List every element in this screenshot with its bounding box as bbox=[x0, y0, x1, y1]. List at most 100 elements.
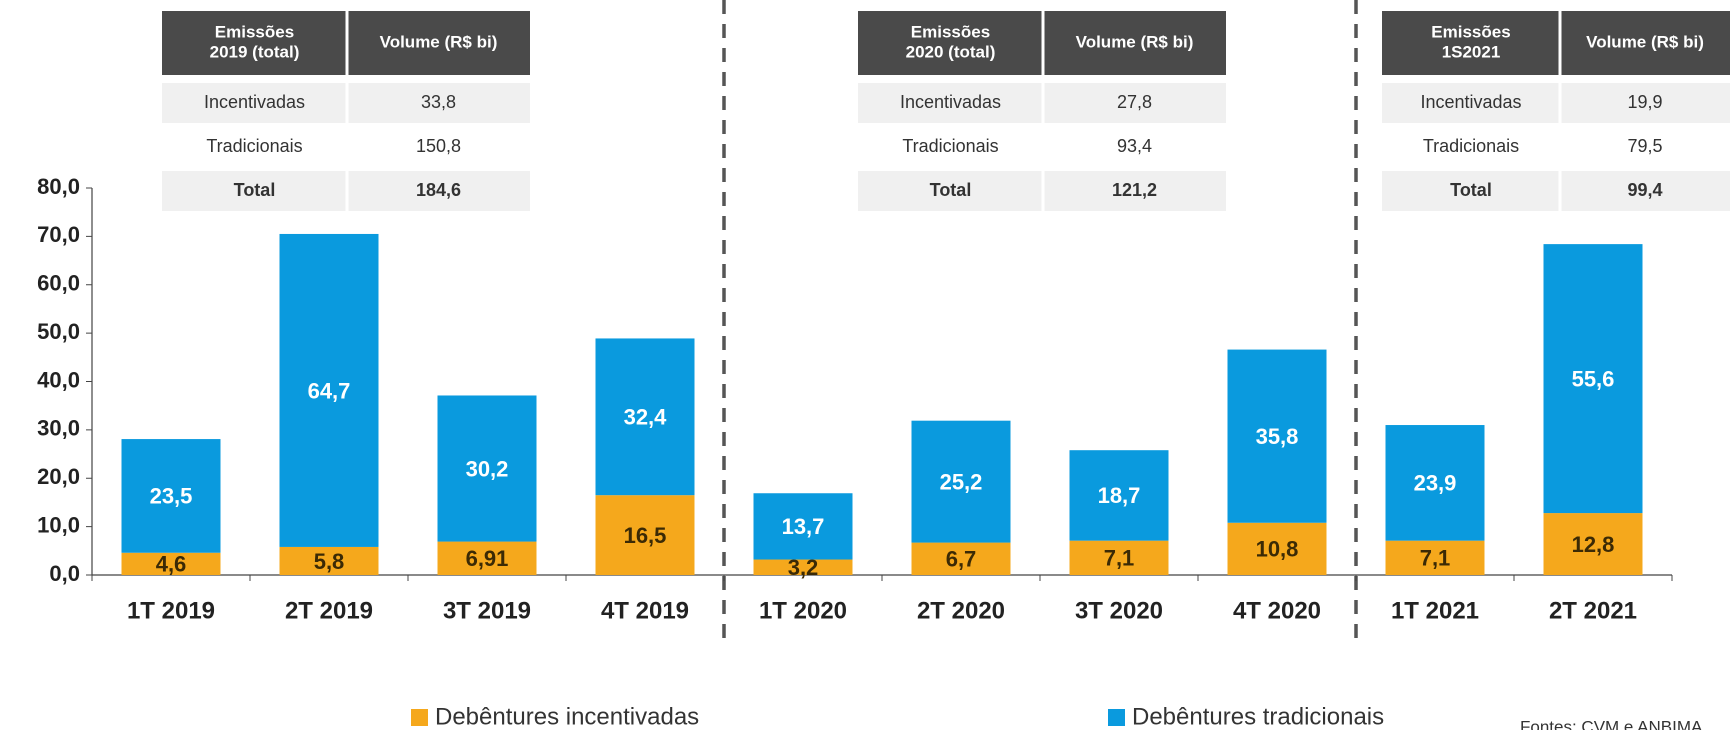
table-header-text: 2020 (total) bbox=[906, 42, 996, 61]
table-cell bbox=[162, 171, 346, 211]
bar-segment bbox=[1227, 349, 1327, 523]
y-tick-label: 20,0 bbox=[37, 464, 80, 489]
table-cell-text: Tradicionais bbox=[902, 136, 998, 156]
table-cell bbox=[858, 171, 1042, 211]
y-tick-label: 40,0 bbox=[37, 367, 80, 392]
data-label: 16,5 bbox=[624, 523, 667, 548]
data-label: 64,7 bbox=[308, 378, 351, 403]
table-cell bbox=[1044, 171, 1226, 211]
y-tick-label: 80,0 bbox=[37, 174, 80, 199]
data-label: 7,1 bbox=[1104, 546, 1135, 571]
bar-segment bbox=[1543, 513, 1643, 575]
legend-label: Debêntures tradicionais bbox=[1132, 703, 1384, 730]
source: Fontes: CVM e ANBIMA bbox=[1520, 717, 1703, 730]
table-cell-text: 79,5 bbox=[1627, 136, 1662, 156]
x-tick-label: 3T 2019 bbox=[443, 597, 531, 624]
data-label: 25,2 bbox=[940, 469, 983, 494]
bar-segment bbox=[1069, 450, 1169, 541]
x-tick-label: 2T 2020 bbox=[917, 597, 1005, 624]
bar-segment bbox=[279, 546, 379, 575]
x-tick-label: 1T 2021 bbox=[1391, 597, 1479, 624]
table-cell-text: 33,8 bbox=[421, 92, 456, 112]
y-tick-label: 70,0 bbox=[37, 222, 80, 247]
table-header-cell bbox=[1044, 11, 1226, 75]
legend-swatch bbox=[411, 709, 428, 726]
y-tick-label: 30,0 bbox=[37, 416, 80, 441]
table-cell-text: 19,9 bbox=[1627, 92, 1662, 112]
table-header-cell bbox=[858, 11, 1042, 75]
legend-label: Debêntures incentivadas bbox=[435, 703, 699, 730]
table-cell bbox=[1044, 83, 1226, 123]
table-header-cell bbox=[1382, 11, 1559, 75]
table-cell bbox=[858, 83, 1042, 123]
data-label: 6,91 bbox=[466, 546, 509, 571]
data-label: 30,2 bbox=[466, 456, 509, 481]
y-tick-label: 60,0 bbox=[37, 271, 80, 296]
table-cell bbox=[1382, 83, 1559, 123]
data-label: 10,8 bbox=[1256, 537, 1299, 562]
bar-segment bbox=[753, 493, 853, 560]
table-cell-text: 184,6 bbox=[416, 180, 461, 200]
legend-swatch bbox=[1108, 709, 1125, 726]
table-header-text: Volume (R$ bi) bbox=[1076, 32, 1194, 51]
table-header-text: Emissões bbox=[215, 22, 294, 41]
y-tick-label: 0,0 bbox=[49, 561, 80, 586]
x-tick-label: 4T 2019 bbox=[601, 597, 689, 624]
bar-segment bbox=[911, 420, 1011, 543]
table-cell bbox=[348, 171, 530, 211]
data-label: 55,6 bbox=[1572, 366, 1615, 391]
bar-segment bbox=[753, 559, 853, 575]
data-label: 13,7 bbox=[782, 514, 825, 539]
data-label: 12,8 bbox=[1572, 532, 1615, 557]
x-tick-label: 4T 2020 bbox=[1233, 597, 1321, 624]
y-tick-label: 10,0 bbox=[37, 512, 80, 537]
bar-segment bbox=[1069, 540, 1169, 575]
table-cell-text: Incentivadas bbox=[900, 92, 1001, 112]
table-header-text: Emissões bbox=[911, 22, 990, 41]
data-label: 32,4 bbox=[624, 405, 668, 430]
table-cell-text: 27,8 bbox=[1117, 92, 1152, 112]
x-tick-label: 2T 2019 bbox=[285, 597, 373, 624]
data-label: 7,1 bbox=[1420, 546, 1451, 571]
data-label: 6,7 bbox=[946, 547, 977, 572]
table-header-cell bbox=[1561, 11, 1730, 75]
data-label: 35,8 bbox=[1256, 424, 1299, 449]
bar-segment bbox=[437, 541, 537, 575]
table-cell-text: Total bbox=[930, 180, 972, 200]
bar-segment bbox=[595, 338, 695, 496]
x-tick-label: 2T 2021 bbox=[1549, 597, 1637, 624]
table-cell-text: Tradicionais bbox=[1423, 136, 1519, 156]
table-cell bbox=[1561, 83, 1730, 123]
data-label: 18,7 bbox=[1098, 483, 1141, 508]
table-header-text: Volume (R$ bi) bbox=[380, 32, 498, 51]
table-cell-text: Total bbox=[234, 180, 276, 200]
table-cell-text: 93,4 bbox=[1117, 136, 1152, 156]
table-cell-text: Incentivadas bbox=[204, 92, 305, 112]
table-header-text: 1S2021 bbox=[1442, 42, 1501, 61]
data-label: 4,6 bbox=[156, 552, 187, 577]
bar-segment bbox=[1385, 540, 1485, 575]
bar-segment bbox=[1227, 522, 1327, 575]
y-tick-label: 50,0 bbox=[37, 319, 80, 344]
data-label: 23,9 bbox=[1414, 471, 1457, 496]
table-cell-text: Total bbox=[1450, 180, 1492, 200]
table-cell-text: 150,8 bbox=[416, 136, 461, 156]
data-label: 5,8 bbox=[314, 549, 345, 574]
table-header-cell bbox=[348, 11, 530, 75]
bar-segment bbox=[121, 439, 221, 553]
table-header-text: 2019 (total) bbox=[210, 42, 300, 61]
table-header-cell bbox=[162, 11, 346, 75]
table-cell bbox=[162, 83, 346, 123]
table-header-text: Volume (R$ bi) bbox=[1586, 32, 1704, 51]
bar-segment bbox=[437, 395, 537, 542]
table-cell-text: Incentivadas bbox=[1420, 92, 1521, 112]
data-label: 23,5 bbox=[150, 484, 193, 509]
table-cell-text: 121,2 bbox=[1112, 180, 1157, 200]
bar-segment bbox=[911, 542, 1011, 575]
table-cell bbox=[1561, 171, 1730, 211]
table-cell-text: 99,4 bbox=[1627, 180, 1662, 200]
bar-segment bbox=[595, 495, 695, 575]
bar-segment bbox=[279, 233, 379, 547]
table-cell bbox=[348, 83, 530, 123]
